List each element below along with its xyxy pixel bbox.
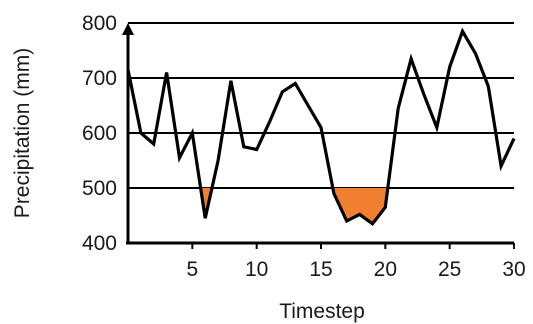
precipitation-series	[126, 27, 516, 227]
y-axis-arrow-icon	[122, 23, 134, 35]
x-tick-label: 15	[309, 258, 332, 281]
y-tick-label: 500	[82, 177, 117, 200]
y-tick-label: 600	[82, 122, 117, 145]
shaded-region	[332, 188, 388, 224]
y-tick-label: 800	[82, 12, 117, 35]
y-tick-label: 700	[82, 67, 117, 90]
x-axis-title: Timestep	[279, 300, 365, 323]
below-threshold-area	[200, 188, 388, 224]
x-tick-label: 30	[502, 258, 525, 281]
series-line	[126, 27, 516, 227]
x-tick-label: 10	[245, 258, 268, 281]
x-tick-label: 20	[374, 258, 397, 281]
x-tick-label: 5	[186, 258, 198, 281]
x-tick-label: 25	[438, 258, 461, 281]
y-tick-label: 400	[82, 232, 117, 255]
y-tick-labels: 400 500 600 700 800	[82, 12, 117, 255]
x-tick-labels: 5 10 15 20 25 30	[186, 243, 526, 281]
y-axis-title: Precipitation (mm)	[11, 48, 34, 218]
